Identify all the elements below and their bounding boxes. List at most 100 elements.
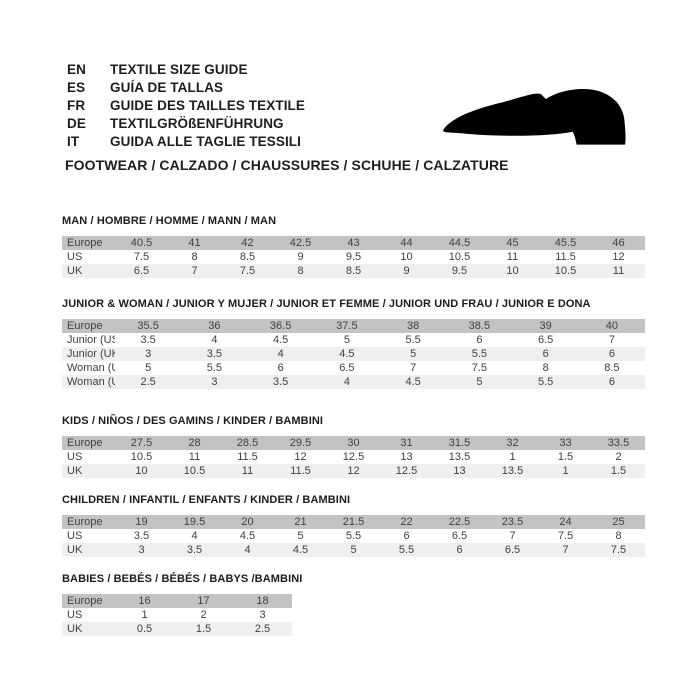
row-label: US [62, 450, 115, 464]
category-line: FOOTWEAR / CALZADO / CHAUSSURES / SCHUHE… [65, 157, 509, 173]
language-label: TEXTILE SIZE GUIDE [110, 62, 248, 77]
language-label: GUÍA DE TALLAS [110, 80, 224, 95]
table-row: Junior (US)3.544.555.566.57 [62, 333, 645, 347]
size-section-children: CHILDREN / INFANTIL / ENFANTS / KINDER /… [62, 494, 645, 557]
size-cell: 4.5 [247, 333, 314, 347]
size-cell: 5.5 [446, 347, 513, 361]
size-cell: 12.5 [327, 450, 380, 464]
size-cell: 6.5 [115, 264, 168, 278]
language-code: IT [67, 134, 80, 149]
dress-shoe-icon [438, 64, 636, 158]
row-label: Europe [62, 594, 115, 608]
size-cell: 10 [486, 264, 539, 278]
size-cell: 7.5 [446, 361, 513, 375]
size-cell: 4 [181, 333, 248, 347]
size-section-kids: KIDS / NIÑOS / DES GAMINS / KINDER / BAM… [62, 415, 645, 478]
size-cell: 9.5 [433, 264, 486, 278]
size-cell: 8 [512, 361, 579, 375]
language-row: IT GUIDA ALLE TAGLIE TESSILI [67, 133, 305, 151]
size-cell: 10 [115, 464, 168, 478]
size-cell: 7 [539, 543, 592, 557]
size-cell: 11.5 [221, 450, 274, 464]
size-cell: 3 [115, 347, 182, 361]
size-cell: 37.5 [313, 319, 380, 333]
language-label: TEXTILGRÖßENFÜHRUNG [110, 116, 284, 131]
row-label: Europe [62, 319, 115, 333]
row-label: US [62, 608, 115, 622]
language-row: EN TEXTILE SIZE GUIDE [67, 61, 305, 79]
size-cell: 6.5 [433, 529, 486, 543]
size-cell: 4 [313, 375, 380, 389]
size-cell: 4 [221, 543, 274, 557]
row-label: UK [62, 622, 115, 636]
size-cell: 4 [168, 529, 221, 543]
section-title: JUNIOR & WOMAN / JUNIOR Y MUJER / JUNIOR… [62, 298, 591, 310]
size-cell: 21.5 [327, 515, 380, 529]
size-cell: 3.5 [115, 333, 182, 347]
size-cell: 11 [486, 250, 539, 264]
row-label: Europe [62, 515, 115, 529]
table-row: UK 6.5 7 7.5 8 8.5 9 9.5 10 10.5 11 [62, 264, 645, 278]
size-cell: 13.5 [486, 464, 539, 478]
language-code: EN [67, 62, 86, 77]
size-cell: 5.5 [380, 333, 447, 347]
size-cell: 5 [446, 375, 513, 389]
size-cell: 5 [327, 543, 380, 557]
language-label: GUIDA ALLE TAGLIE TESSILI [110, 134, 301, 149]
language-row: FR GUIDE DES TAILLES TEXTILE [67, 97, 305, 115]
size-cell: 10 [380, 250, 433, 264]
size-cell: 35.5 [115, 319, 182, 333]
size-cell: 9 [274, 250, 327, 264]
size-cell: 10.5 [115, 450, 168, 464]
size-cell: 4.5 [380, 375, 447, 389]
size-cell: 7.5 [539, 529, 592, 543]
size-cell: 6 [578, 347, 645, 361]
size-cell: 16 [115, 594, 174, 608]
row-label: UK [62, 464, 115, 478]
size-cell: 1.5 [174, 622, 233, 636]
size-cell: 11.5 [274, 464, 327, 478]
size-section-man: MAN / HOMBRE / HOMME / MANN / MAN Europe 4… [62, 215, 645, 278]
table-row: UK 10 10.5 11 11.5 12 12.5 13 13.5 1 1.5 [62, 464, 645, 478]
size-cell: 7 [380, 361, 447, 375]
size-cell: 25 [592, 515, 645, 529]
size-cell: 11 [168, 450, 221, 464]
size-cell: 8.5 [578, 361, 645, 375]
size-cell: 42 [221, 236, 274, 250]
size-cell: 11 [592, 264, 645, 278]
size-cell: 38 [380, 319, 447, 333]
size-cell: 7 [578, 333, 645, 347]
row-label: Junior (US) [62, 333, 115, 347]
size-cell: 12 [327, 464, 380, 478]
table-row: US 10.5 11 11.5 12 12.5 13 13.5 1 1.5 2 [62, 450, 645, 464]
section-title: MAN / HOMBRE / HOMME / MANN / MAN [62, 215, 277, 227]
size-cell: 1.5 [592, 464, 645, 478]
size-cell: 13.5 [433, 450, 486, 464]
table-header-row: Europe 16 17 18 [62, 594, 292, 608]
size-cell: 6 [512, 347, 579, 361]
size-cell: 7.5 [592, 543, 645, 557]
size-cell: 8.5 [221, 250, 274, 264]
section-title: KIDS / NIÑOS / DES GAMINS / KINDER / BAM… [62, 415, 324, 427]
language-code: FR [67, 98, 86, 113]
size-cell: 33.5 [592, 436, 645, 450]
size-section-babies: BABIES / BEBÉS / BÉBÉS / BABYS /BAMBINI E… [62, 573, 645, 636]
size-cell: 6.5 [313, 361, 380, 375]
size-cell: 1 [486, 450, 539, 464]
size-cell: 24 [539, 515, 592, 529]
row-label: Woman (US) [62, 361, 115, 375]
size-cell: 10.5 [433, 250, 486, 264]
size-cell: 11.5 [539, 250, 592, 264]
size-cell: 28 [168, 436, 221, 450]
size-table: Europe 19 19.5 20 21 21.5 22 22.5 23.5 24 25 US 3.5 4… [62, 515, 645, 557]
size-cell: 44.5 [433, 236, 486, 250]
language-row: DE TEXTILGRÖßENFÜHRUNG [67, 115, 305, 133]
size-cell: 20 [221, 515, 274, 529]
size-cell: 23.5 [486, 515, 539, 529]
size-cell: 43 [327, 236, 380, 250]
table-row: UK 3 3.5 4 4.5 5 5.5 6 6.5 7 7.5 [62, 543, 645, 557]
dress-shoe-path [443, 89, 626, 145]
size-cell: 5 [115, 361, 182, 375]
table-header-row: Europe 40.5 41 42 42.5 43 44 44.5 45 45.5 46 [62, 236, 645, 250]
